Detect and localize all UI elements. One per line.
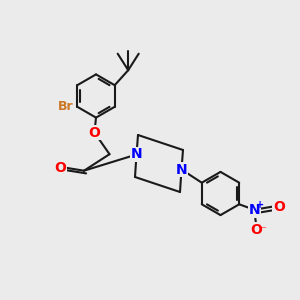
Text: ⁻: ⁻ xyxy=(260,225,266,235)
Text: O: O xyxy=(54,161,66,175)
Text: O: O xyxy=(88,126,101,140)
Text: Br: Br xyxy=(58,100,74,113)
Text: N: N xyxy=(131,148,142,161)
Text: O: O xyxy=(251,223,262,237)
Text: O: O xyxy=(273,200,285,214)
Text: N: N xyxy=(176,163,187,176)
Text: +: + xyxy=(256,200,264,210)
Text: N: N xyxy=(248,203,260,217)
